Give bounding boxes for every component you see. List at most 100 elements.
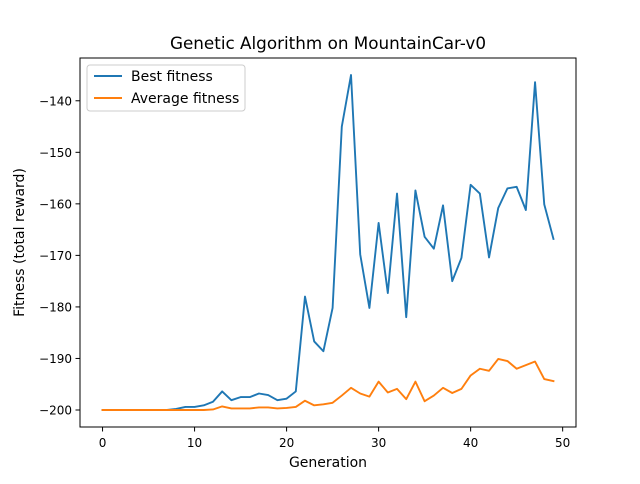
data-point-best-fitness — [184, 406, 186, 408]
data-point-average-fitness — [442, 387, 444, 389]
y-tick-label: −180 — [39, 300, 72, 314]
data-point-best-fitness — [368, 307, 371, 309]
data-point-best-fitness — [424, 236, 426, 238]
x-tick-label: 30 — [371, 436, 386, 450]
data-point-average-fitness — [239, 407, 242, 410]
data-point-best-fitness — [534, 81, 536, 83]
data-point-best-fitness — [552, 238, 555, 240]
data-point-average-fitness — [350, 387, 352, 389]
data-point-average-fitness — [387, 391, 389, 394]
data-point-average-fitness — [552, 380, 555, 382]
data-point-best-fitness — [451, 280, 453, 282]
x-tick-label: 50 — [555, 436, 570, 450]
data-point-best-fitness — [525, 209, 527, 211]
x-tick-label: 0 — [99, 436, 107, 450]
chart-title: Genetic Algorithm on MountainCar-v0 — [170, 33, 486, 53]
data-point-average-fitness — [304, 400, 306, 402]
data-point-average-fitness — [405, 398, 407, 400]
data-point-best-fitness — [258, 392, 260, 395]
data-point-average-fitness — [378, 381, 380, 383]
data-point-best-fitness — [193, 406, 196, 408]
data-point-best-fitness — [516, 186, 518, 188]
data-point-best-fitness — [221, 390, 223, 393]
x-tick-label: 10 — [187, 436, 202, 450]
data-point-average-fitness — [359, 392, 361, 395]
data-point-average-fitness — [433, 394, 435, 397]
x-axis: 0 10 20 30 40 50 — [99, 427, 570, 450]
data-point-average-fitness — [396, 388, 398, 390]
data-point-best-fitness — [414, 189, 417, 192]
data-point-average-fitness — [460, 388, 463, 390]
data-point-best-fitness — [239, 396, 242, 398]
data-point-best-fitness — [488, 256, 490, 259]
data-point-average-fitness — [249, 407, 251, 410]
legend: Best fitness Average fitness — [86, 64, 246, 112]
data-point-best-fitness — [304, 296, 306, 298]
data-point-average-fitness — [120, 409, 122, 411]
legend-label-average-fitness: Average fitness — [131, 91, 239, 107]
data-point-average-fitness — [506, 360, 509, 362]
data-point-average-fitness — [313, 404, 315, 406]
y-axis: −200 −190 −180 −170 −160 −150 −140 — [39, 94, 80, 417]
data-point-best-fitness — [249, 396, 251, 398]
data-point-average-fitness — [230, 407, 232, 410]
data-point-best-fitness — [230, 399, 232, 401]
data-point-best-fitness — [313, 340, 315, 343]
y-tick-label: −170 — [39, 249, 72, 263]
data-point-best-fitness — [433, 248, 435, 250]
data-point-best-fitness — [341, 125, 343, 128]
data-point-average-fitness — [175, 409, 177, 411]
data-point-average-fitness — [101, 409, 104, 411]
y-tick-label: −190 — [39, 352, 72, 366]
y-tick-label: −200 — [39, 403, 72, 417]
data-point-best-fitness — [396, 192, 398, 195]
data-point-average-fitness — [184, 409, 186, 411]
data-point-best-fitness — [378, 222, 380, 224]
data-point-average-fitness — [368, 395, 371, 398]
series-line-best-fitness — [101, 74, 555, 411]
data-point-average-fitness — [414, 381, 417, 383]
data-point-best-fitness — [405, 316, 407, 318]
data-point-average-fitness — [147, 409, 150, 411]
data-point-best-fitness — [212, 401, 214, 403]
data-point-average-fitness — [203, 409, 205, 411]
data-point-best-fitness — [543, 203, 545, 205]
legend-label-best-fitness: Best fitness — [131, 69, 213, 85]
y-tick-label: −150 — [39, 146, 72, 160]
data-point-best-fitness — [267, 394, 269, 396]
data-point-average-fitness — [479, 368, 481, 370]
data-point-average-fitness — [129, 409, 131, 411]
data-point-best-fitness — [387, 292, 389, 294]
data-point-best-fitness — [470, 184, 472, 186]
data-point-average-fitness — [543, 378, 545, 380]
legend-box — [86, 64, 246, 112]
data-point-average-fitness — [295, 406, 297, 408]
data-point-best-fitness — [442, 204, 444, 206]
series-line-average-fitness — [101, 358, 555, 411]
data-point-average-fitness — [267, 406, 269, 409]
data-point-average-fitness — [534, 360, 536, 363]
data-point-average-fitness — [525, 364, 527, 366]
series-layer — [101, 74, 555, 411]
x-axis-label: Generation — [289, 455, 367, 471]
data-point-best-fitness — [276, 399, 278, 401]
data-point-average-fitness — [111, 409, 113, 411]
data-point-average-fitness — [322, 403, 324, 405]
data-point-average-fitness — [138, 409, 140, 411]
data-point-best-fitness — [332, 307, 334, 309]
data-point-average-fitness — [341, 394, 343, 397]
y-tick-label: −140 — [39, 94, 72, 108]
x-tick-label: 20 — [279, 436, 294, 450]
data-point-average-fitness — [332, 402, 334, 404]
plot-frame — [79, 57, 577, 428]
data-point-best-fitness — [285, 398, 288, 400]
y-axis-label: Fitness (total reward) — [12, 168, 28, 317]
data-point-average-fitness — [166, 409, 168, 411]
data-point-average-fitness — [193, 409, 196, 411]
data-point-average-fitness — [212, 408, 214, 411]
data-point-best-fitness — [350, 74, 352, 76]
x-tick-label: 40 — [463, 436, 478, 450]
data-point-best-fitness — [322, 350, 324, 352]
